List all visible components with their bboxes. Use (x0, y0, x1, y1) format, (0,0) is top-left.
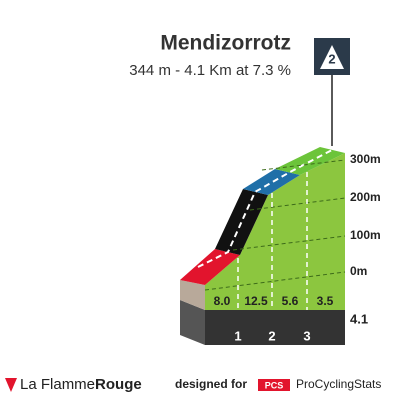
brand-bold: Rouge (95, 376, 142, 393)
base (205, 310, 345, 345)
side-face (180, 280, 205, 310)
brand: La FlammeRouge (20, 376, 142, 393)
km-marker: 3 (303, 328, 310, 343)
pcs-badge: PCS (265, 380, 284, 390)
gradient-label: 8.0 (214, 294, 231, 308)
badge-triangle (320, 45, 344, 69)
segment-black (215, 189, 268, 255)
altitude-lines (204, 159, 346, 291)
altitude-label: 200m (350, 190, 381, 204)
km-marker: 2 (268, 328, 275, 343)
altitude-label: 300m (350, 152, 381, 166)
km-lines (237, 172, 308, 310)
gradient-label: 5.6 (282, 294, 299, 308)
total-km: 4.1 (350, 311, 368, 326)
segment-red (180, 249, 240, 285)
subtitle: 344 m - 4.1 Km at 7.3 % (129, 62, 291, 79)
brand-icon (5, 378, 17, 392)
altitude-label: 100m (350, 228, 381, 242)
altitude-label: 0m (350, 264, 367, 278)
title: Mendizorrotz (160, 32, 291, 55)
gradient-label: 12.5 (244, 294, 268, 308)
gradient-label: 3.5 (317, 294, 334, 308)
front-face (205, 153, 345, 310)
category: 2 (328, 51, 335, 66)
km-marker: 1 (234, 328, 241, 343)
base-side (180, 300, 205, 345)
brand-light: La Flamme (20, 376, 95, 393)
pcs-name: ProCyclingStats (296, 377, 381, 391)
designed-for: designed for (175, 377, 247, 391)
pcs-badge-bg (258, 379, 290, 391)
